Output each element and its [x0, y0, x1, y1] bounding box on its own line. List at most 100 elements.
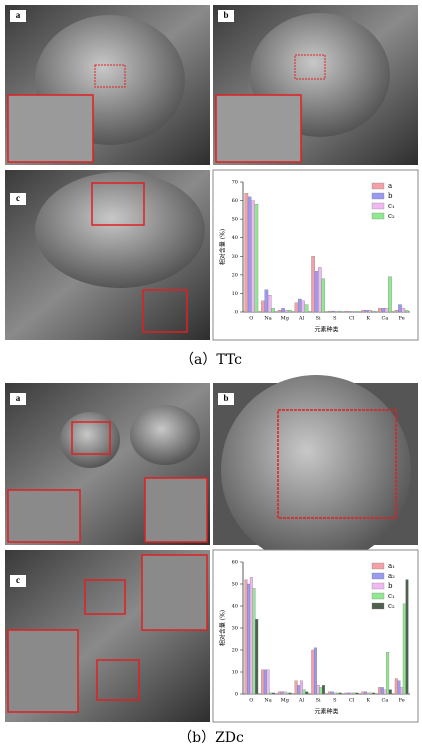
x-tick-label: S	[333, 316, 337, 322]
bar	[285, 692, 289, 695]
legend-swatch	[371, 182, 385, 190]
x-tick-label: K	[366, 316, 370, 322]
bar	[264, 289, 269, 313]
bar	[247, 196, 252, 313]
x-tick-label: Ca	[382, 698, 389, 704]
bar	[344, 310, 349, 313]
bar	[269, 692, 273, 695]
bar	[322, 685, 325, 695]
bar	[388, 276, 392, 313]
bar	[383, 689, 387, 695]
bar	[305, 691, 309, 695]
y-tick-label: 50	[232, 217, 238, 223]
bar	[328, 691, 331, 695]
bar	[334, 310, 339, 313]
y-tick-label: 10	[232, 670, 238, 676]
y-tick-label: 70	[232, 180, 238, 186]
x-axis-label: 元素种类	[314, 708, 338, 716]
bar	[252, 588, 256, 695]
bar	[394, 309, 399, 313]
bar	[350, 692, 354, 695]
bar	[401, 308, 406, 313]
x-tick-label: O	[249, 698, 253, 704]
y-tick-label: 40	[232, 604, 238, 610]
bar	[271, 692, 275, 695]
sem-image: a	[5, 5, 210, 165]
bar	[261, 300, 265, 313]
bar	[355, 692, 359, 695]
bar	[338, 310, 342, 313]
y-tick-label: 0	[235, 310, 238, 316]
y-tick-label: 20	[232, 648, 238, 654]
bar	[386, 652, 390, 695]
bar	[394, 678, 398, 695]
x-tick-label: O	[249, 316, 253, 322]
bar	[281, 308, 285, 313]
x-tick-label: Fe	[399, 316, 405, 322]
x-tick-label: Cl	[349, 698, 355, 704]
y-tick-label: 20	[232, 272, 238, 278]
legend-swatch	[371, 192, 385, 200]
bar	[333, 692, 337, 695]
x-tick-label: Si	[316, 316, 321, 322]
bar	[402, 603, 406, 695]
legend-label: c₁	[388, 202, 395, 210]
image-label: a	[16, 393, 21, 403]
y-axis-label: 相对含量 (%)	[219, 610, 227, 646]
legend-swatch	[371, 212, 385, 220]
bar	[266, 669, 270, 695]
bar	[277, 309, 282, 313]
y-axis-label: 相对含量 (%)	[219, 229, 227, 265]
legend-swatch	[371, 592, 385, 600]
bar	[372, 692, 376, 695]
y-tick-label: 50	[232, 582, 238, 588]
image-label: b	[223, 10, 228, 20]
x-tick-label: Na	[264, 698, 271, 704]
bar	[366, 692, 370, 695]
bar	[283, 691, 287, 695]
bar	[301, 300, 305, 313]
bar	[361, 691, 365, 695]
bar	[304, 304, 309, 313]
bar	[287, 309, 292, 313]
legend-swatch	[371, 572, 385, 580]
image-label: b	[223, 393, 228, 403]
x-tick-label: Cl	[349, 316, 355, 322]
x-tick-label: Si	[316, 698, 321, 704]
bar	[321, 278, 325, 313]
y-tick-label: 40	[232, 235, 238, 241]
sem-image: a	[5, 383, 210, 545]
bar	[316, 685, 320, 695]
bar	[397, 680, 401, 695]
legend-label: c₂	[388, 212, 395, 220]
bar	[398, 304, 402, 313]
x-tick-label: Al	[298, 698, 305, 704]
bar	[368, 309, 372, 313]
bar	[271, 308, 275, 313]
bar	[371, 310, 376, 313]
sem-image: b	[213, 5, 418, 165]
bar	[330, 691, 334, 695]
bar	[313, 647, 317, 695]
bar	[314, 270, 319, 313]
legend-swatch	[371, 582, 385, 590]
bar	[255, 619, 259, 695]
image-label: a	[16, 10, 21, 20]
bar	[311, 256, 315, 313]
bar	[249, 577, 253, 695]
bar	[261, 669, 265, 695]
x-tick-label: S	[333, 698, 337, 704]
bar	[251, 200, 255, 313]
bar	[378, 308, 382, 313]
caption: （b）ZDc	[178, 730, 244, 746]
bar	[284, 309, 289, 313]
y-tick-label: 60	[232, 198, 238, 204]
bar	[244, 579, 248, 695]
x-tick-label: K	[366, 698, 370, 704]
bar	[369, 692, 373, 695]
image-label: c	[16, 193, 20, 203]
bar	[299, 680, 303, 695]
bar	[297, 298, 302, 313]
y-tick-label: 30	[232, 626, 238, 632]
